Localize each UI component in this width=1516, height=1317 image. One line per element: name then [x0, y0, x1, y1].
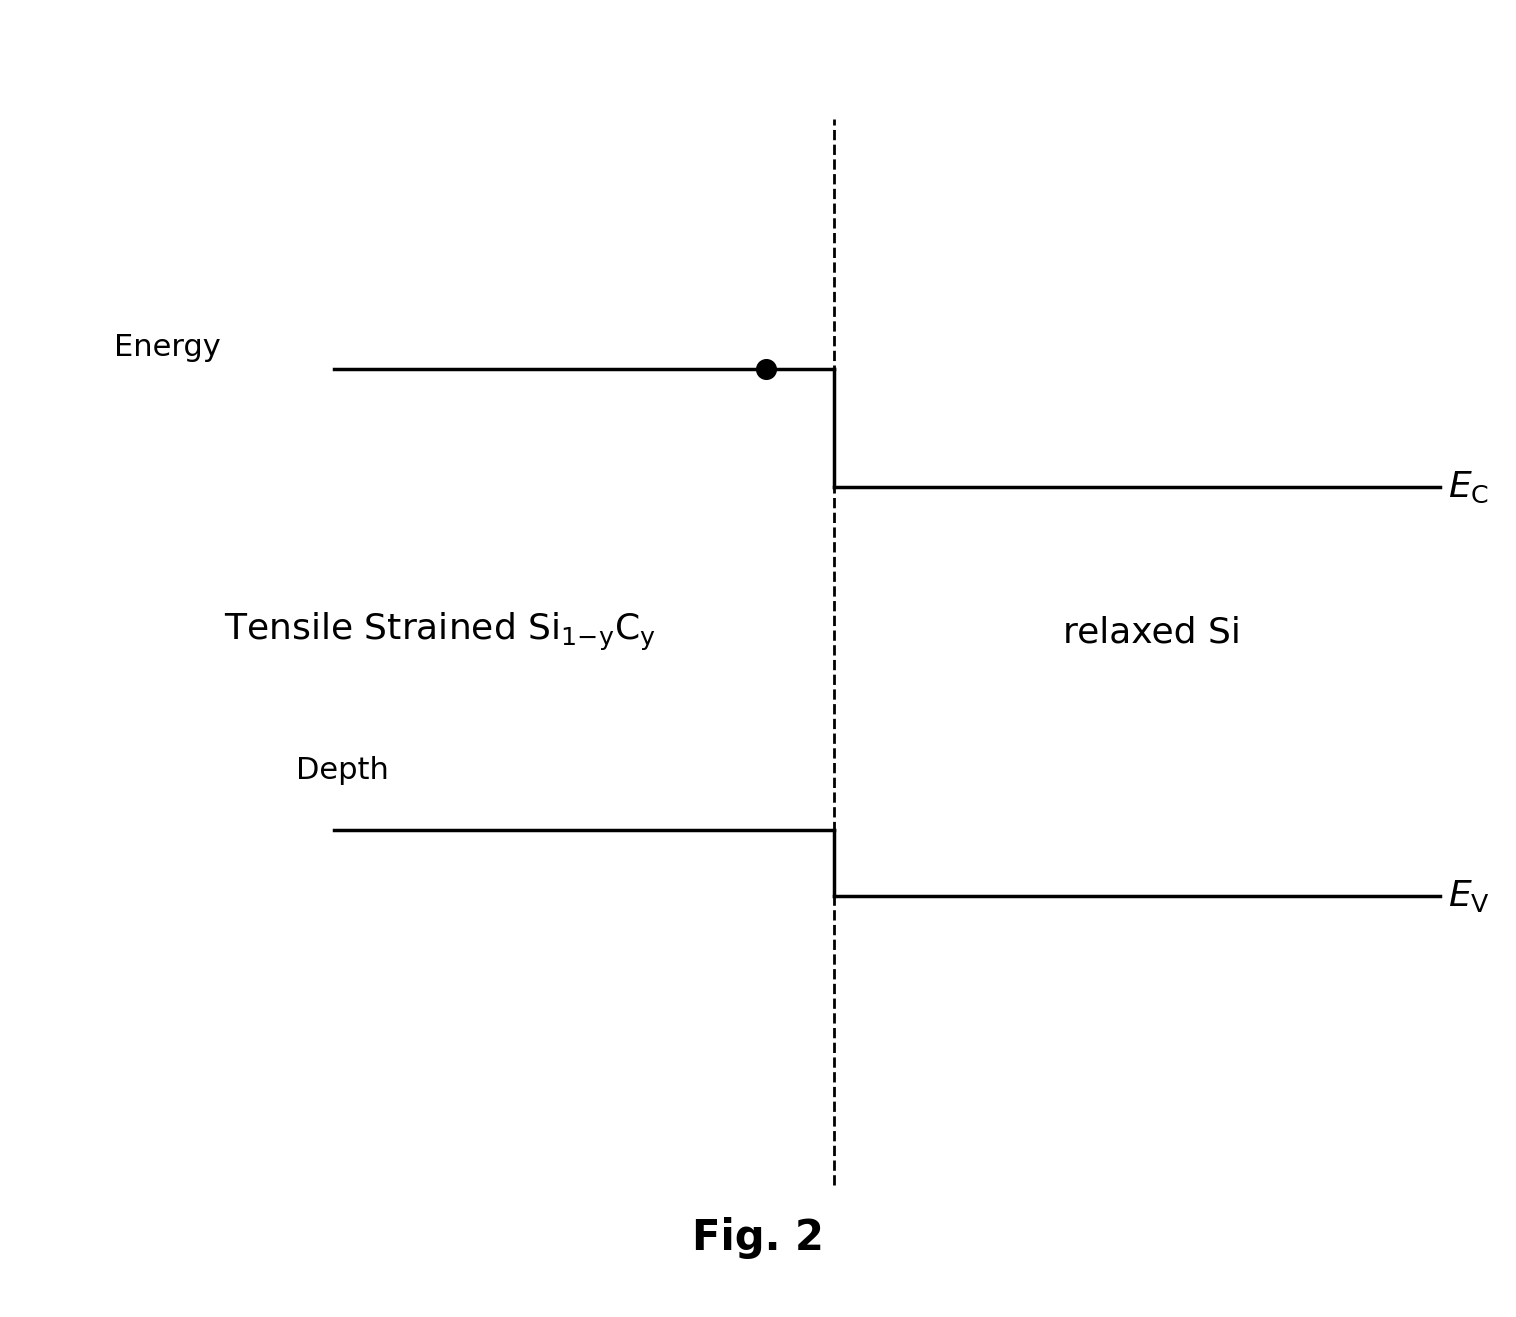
Text: Tensile Strained Si$_{1\mathregular{-y}}$C$_\mathregular{y}$: Tensile Strained Si$_{1\mathregular{-y}}…: [224, 611, 655, 653]
Text: $\it{E}_\mathrm{C}$: $\it{E}_\mathrm{C}$: [1448, 470, 1489, 504]
Text: Energy: Energy: [114, 333, 220, 362]
Text: $\it{E}_\mathrm{V}$: $\it{E}_\mathrm{V}$: [1448, 877, 1490, 914]
Text: Depth: Depth: [296, 756, 388, 785]
Text: relaxed Si: relaxed Si: [1063, 615, 1242, 649]
Text: Fig. 2: Fig. 2: [693, 1217, 823, 1259]
